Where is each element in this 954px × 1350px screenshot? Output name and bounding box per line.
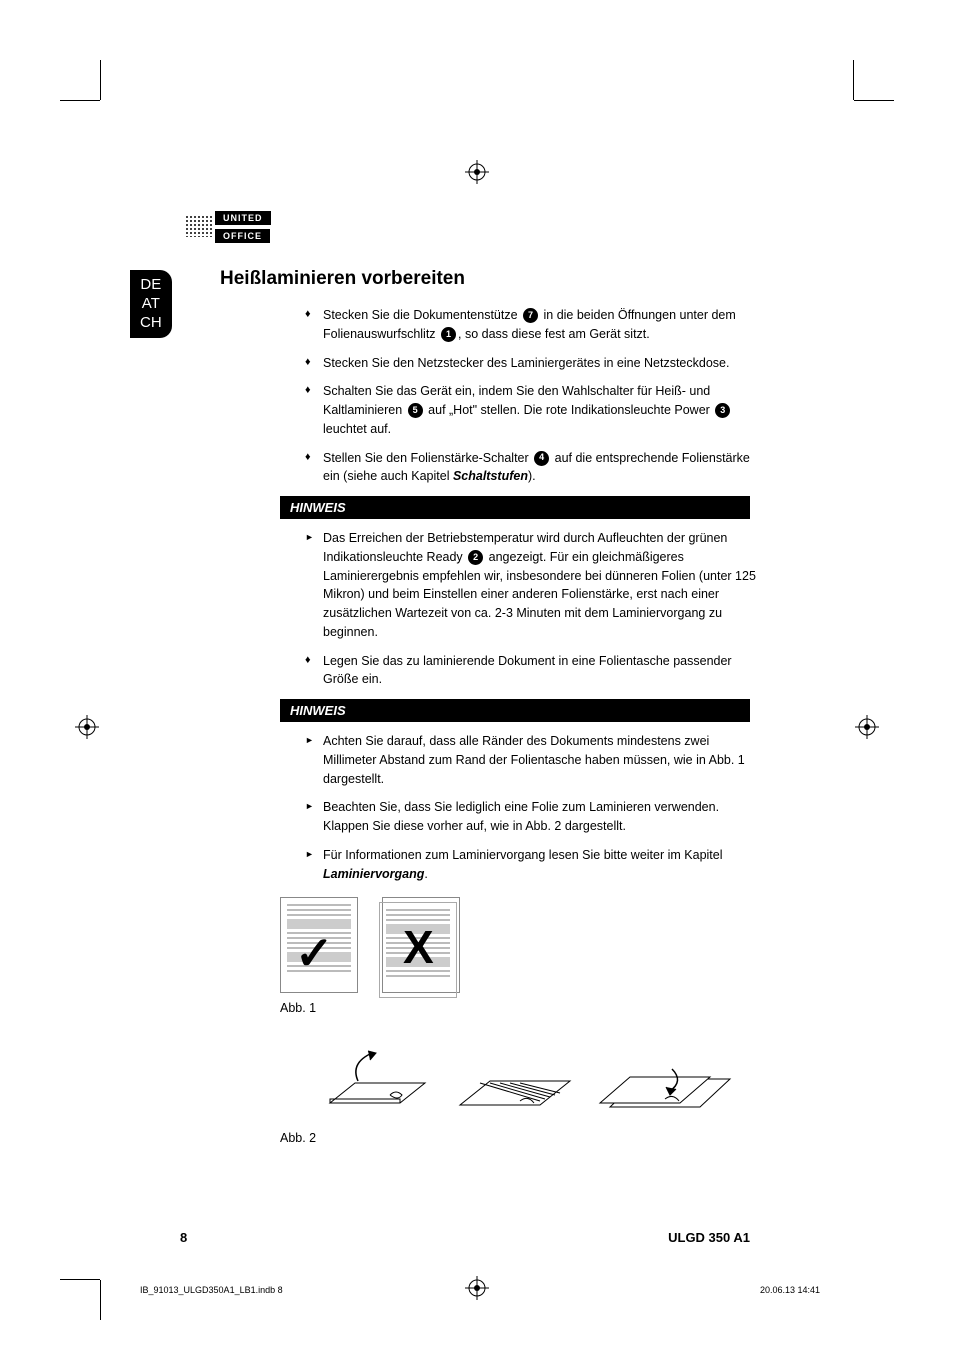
- lang-de: DE: [140, 276, 162, 295]
- logo-text-2: OFFICE: [215, 229, 270, 243]
- brand-logo: UNITED OFFICE: [185, 208, 271, 244]
- note-item: Für Informationen zum Laminiervorgang le…: [305, 846, 760, 884]
- lang-at: AT: [140, 295, 162, 314]
- note-list-2: Achten Sie darauf, dass alle Ränder des …: [305, 732, 760, 883]
- figures-block: ✓ X Abb. 1: [280, 897, 760, 1145]
- check-icon: ✓: [295, 926, 334, 980]
- figure-2-caption: Abb. 2: [280, 1131, 760, 1145]
- instruction-item: Schalten Sie das Gerät ein, indem Sie de…: [305, 382, 760, 438]
- hinweis-header: HINWEIS: [280, 496, 750, 519]
- print-footer: IB_91013_ULGD350A1_LB1.indb 8 20.06.13 1…: [140, 1285, 820, 1295]
- language-tab: DE AT CH: [130, 270, 172, 338]
- lang-ch: CH: [140, 314, 162, 333]
- instruction-list-1: Stecken Sie die Dokumentenstütze 7 in di…: [305, 306, 760, 486]
- instruction-item: Stecken Sie den Netzstecker des Laminier…: [305, 354, 760, 373]
- note-item: Das Erreichen der Betriebstemperatur wir…: [305, 529, 760, 642]
- figure-wrong: X: [382, 897, 460, 993]
- print-file: IB_91013_ULGD350A1_LB1.indb 8: [140, 1285, 283, 1295]
- crop-mark: [100, 60, 101, 100]
- ref-badge: 5: [408, 403, 423, 418]
- instruction-list-2: Legen Sie das zu laminierende Dokument i…: [305, 652, 760, 690]
- page-number: 8: [180, 1230, 187, 1245]
- ref-badge: 7: [523, 308, 538, 323]
- crop-mark: [854, 100, 894, 101]
- crop-mark: [60, 100, 100, 101]
- ref-badge: 3: [715, 403, 730, 418]
- ref-badge: 1: [441, 327, 456, 342]
- figure-1-caption: Abb. 1: [280, 1001, 760, 1015]
- hinweis-header: HINWEIS: [280, 699, 750, 722]
- page-content: Heißlaminieren vorbereiten Stecken Sie d…: [220, 268, 760, 1163]
- registration-mark-icon: [75, 715, 99, 739]
- note-item: Achten Sie darauf, dass alle Ränder des …: [305, 732, 760, 788]
- logo-text-1: UNITED: [215, 211, 271, 225]
- ref-badge: 4: [534, 451, 549, 466]
- page-footer: 8 ULGD 350 A1: [180, 1230, 750, 1245]
- ref-badge: 2: [468, 550, 483, 565]
- section-heading: Heißlaminieren vorbereiten: [220, 268, 760, 290]
- print-date: 20.06.13 14:41: [760, 1285, 820, 1295]
- figure-2: [280, 1033, 750, 1123]
- crop-mark: [60, 1279, 100, 1280]
- model-number: ULGD 350 A1: [668, 1230, 750, 1245]
- figure-correct: ✓: [280, 897, 358, 993]
- note-item: Beachten Sie, dass Sie lediglich eine Fo…: [305, 798, 760, 836]
- registration-mark-icon: [855, 715, 879, 739]
- instruction-item: Legen Sie das zu laminierende Dokument i…: [305, 652, 760, 690]
- cross-icon: X: [403, 920, 434, 974]
- instruction-item: Stecken Sie die Dokumentenstütze 7 in di…: [305, 306, 760, 344]
- instruction-item: Stellen Sie den Folienstärke-Schalter 4 …: [305, 449, 760, 487]
- note-list-1: Das Erreichen der Betriebstemperatur wir…: [305, 529, 760, 642]
- figure-1: ✓ X: [280, 897, 760, 993]
- registration-mark-icon: [465, 160, 489, 184]
- crop-mark: [853, 60, 854, 100]
- crop-mark: [100, 1280, 101, 1320]
